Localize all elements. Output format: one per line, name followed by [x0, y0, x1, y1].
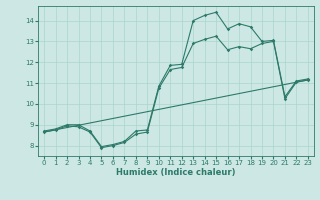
- X-axis label: Humidex (Indice chaleur): Humidex (Indice chaleur): [116, 168, 236, 177]
